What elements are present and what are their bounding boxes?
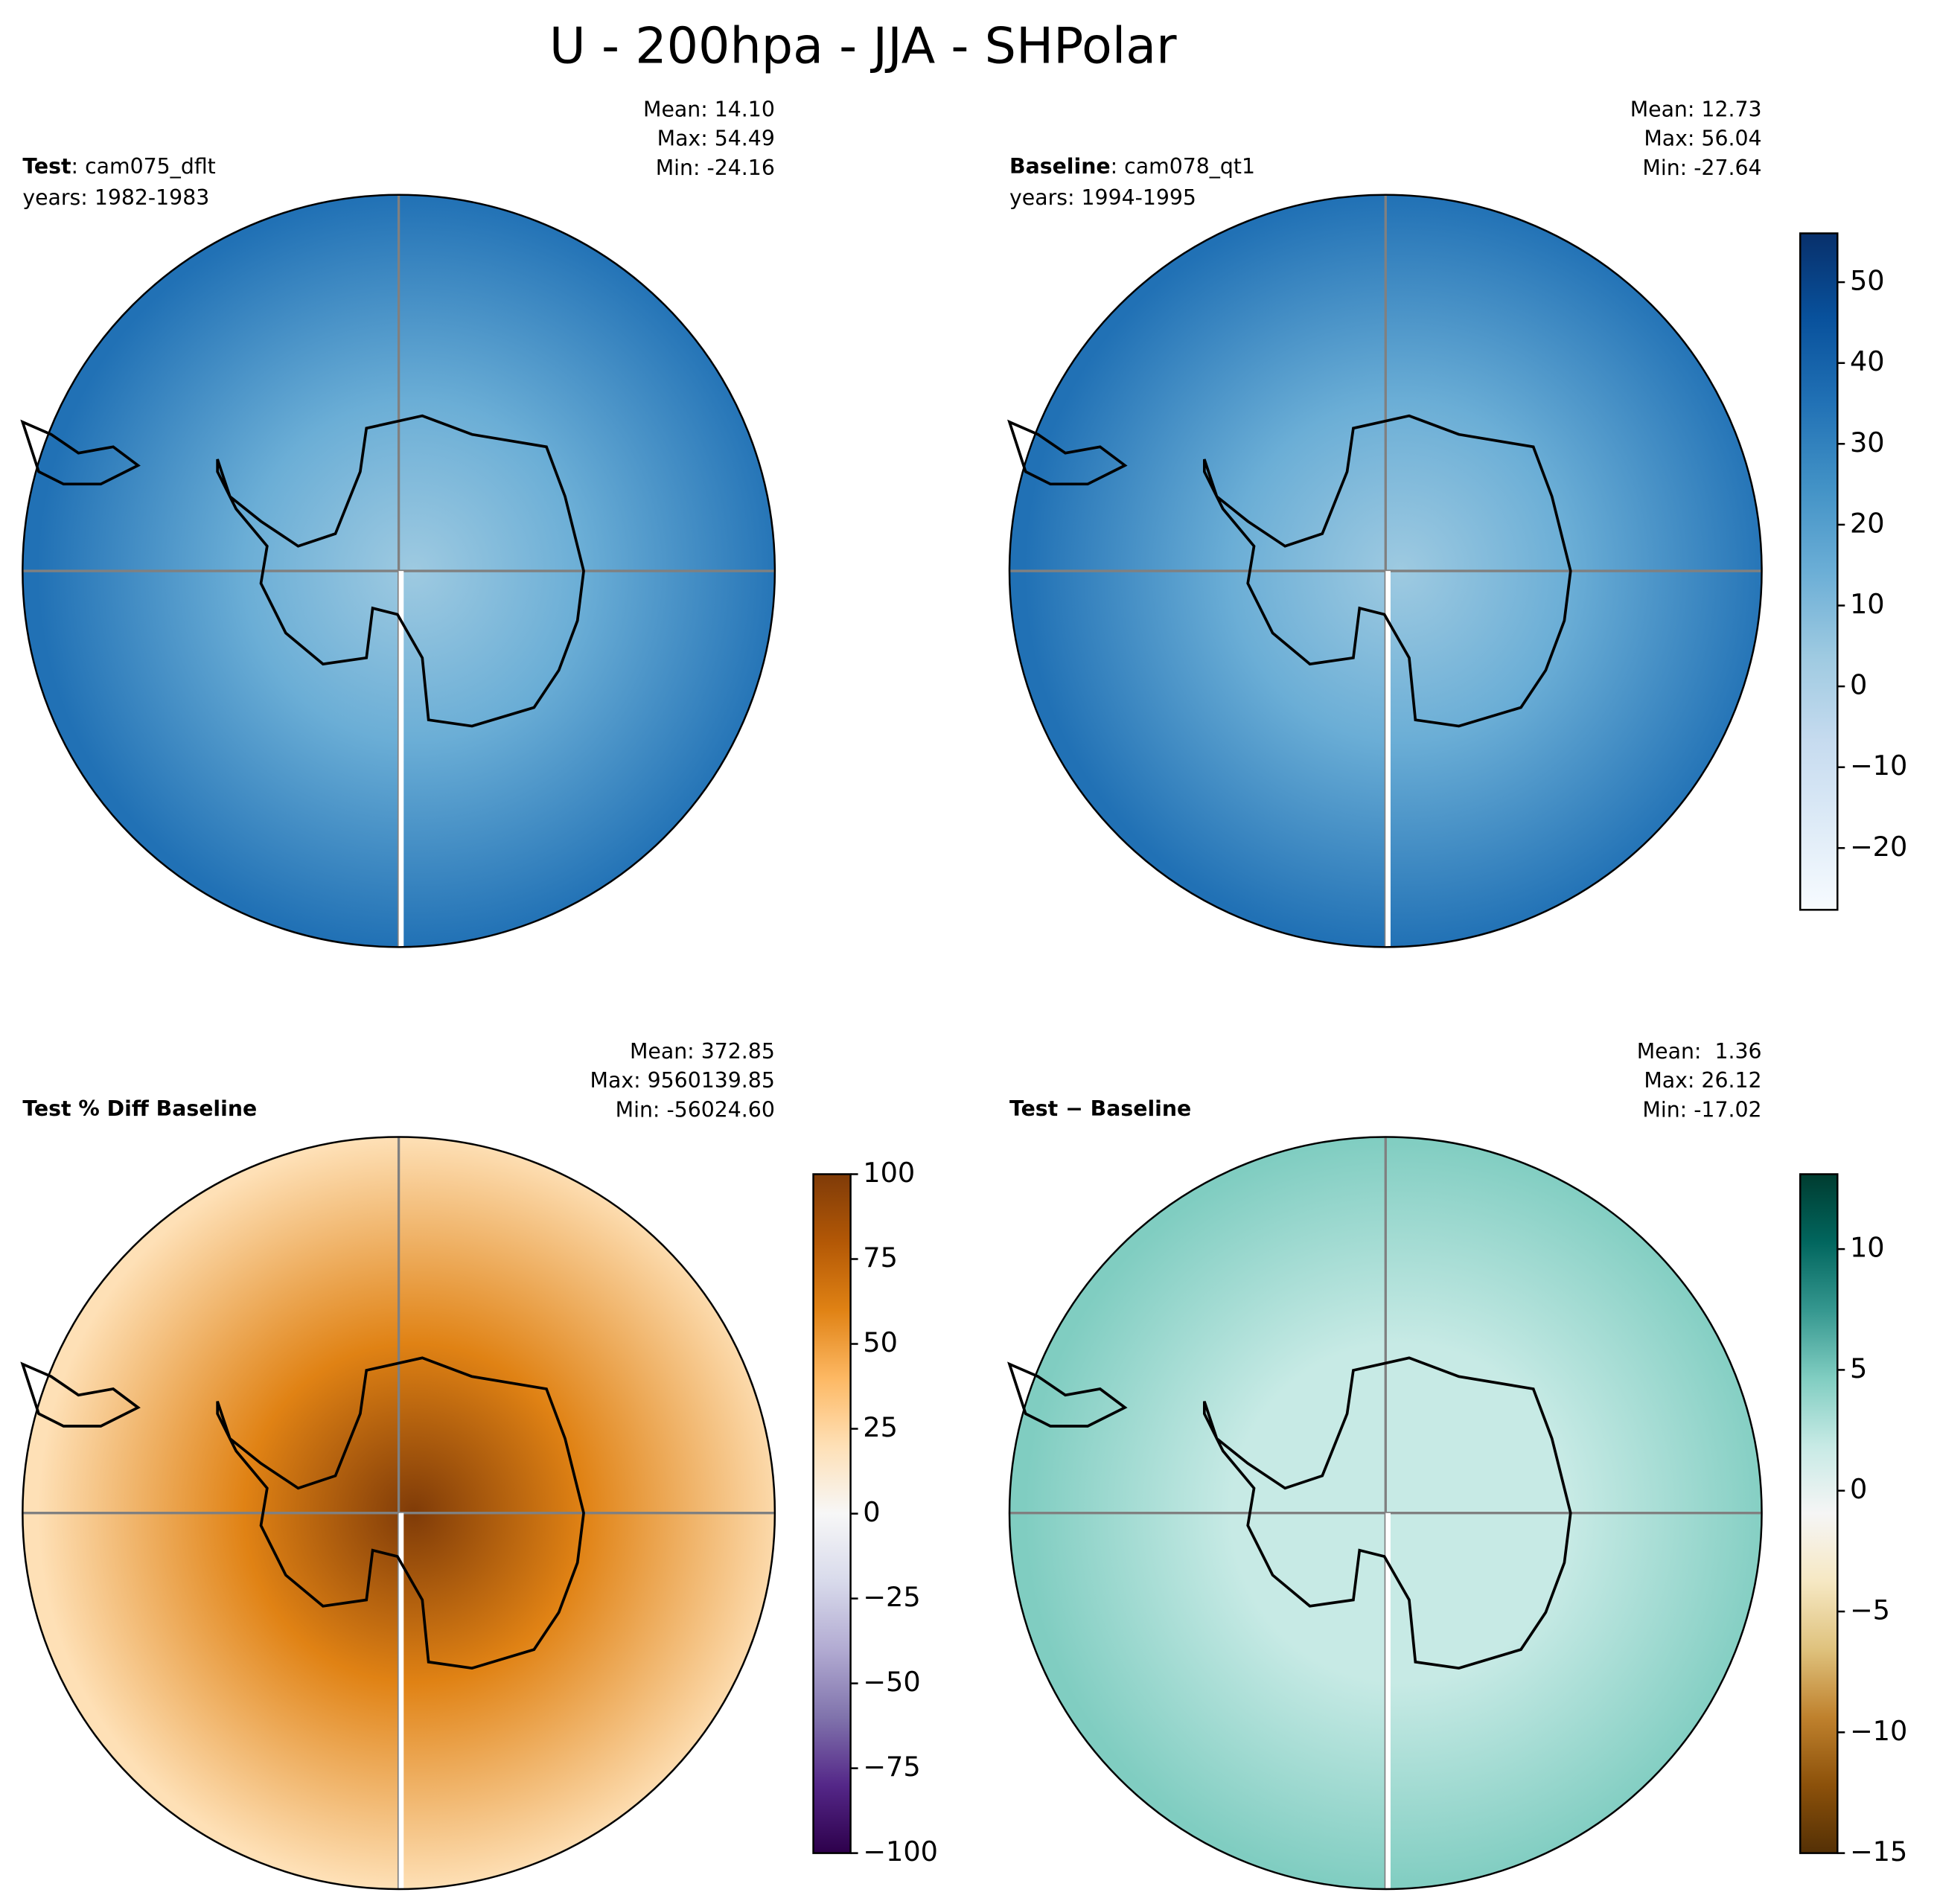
- panel-stat: Mean: 12.73: [1630, 97, 1762, 121]
- figure-title: U - 200hpa - JJA - SHPolar: [549, 17, 1177, 75]
- colorbar-tick-label: 0: [1850, 1473, 1867, 1505]
- label-text: : cam078_qt1: [1111, 154, 1255, 179]
- label-bold: Test % Diff Baseline: [22, 1096, 257, 1121]
- panel-stat: Min: -24.16: [656, 156, 775, 180]
- colorbar-tick-label: 20: [1850, 507, 1885, 539]
- colorbar-tick-label: 10: [1850, 1232, 1885, 1264]
- colorbar-tick-label: −10: [1850, 750, 1907, 782]
- panel-stat: Min: -17.02: [1642, 1097, 1761, 1122]
- label-bold: Test − Baseline: [1009, 1096, 1191, 1121]
- colorbar-tick-label: 100: [863, 1157, 915, 1189]
- colorbar-tick-label: 40: [1850, 345, 1885, 377]
- panel-years: years: 1982-1983: [22, 185, 209, 210]
- colorbar: [1799, 1173, 1839, 1854]
- colorbar-tick-label: 25: [863, 1411, 898, 1443]
- colorbar-tick-label: 50: [1850, 265, 1885, 297]
- colorbar: [812, 1173, 852, 1854]
- panel-years: years: 1994-1995: [1009, 185, 1196, 210]
- colorbar-tick-label: −25: [863, 1581, 920, 1613]
- panel-stat: Max: 26.12: [1644, 1068, 1761, 1093]
- panel-label: Test − Baseline: [1009, 1096, 1191, 1121]
- panel-label: Baseline: cam078_qt1: [1009, 154, 1255, 179]
- panels: Test: cam075_dflt years: 1982-1983 Mean: 1…: [21, 97, 1907, 1891]
- map-border: [22, 194, 776, 948]
- colorbar-tick-label: −10: [1850, 1715, 1907, 1747]
- colorbar-tick-label: 5: [1850, 1352, 1867, 1384]
- panel-stat: Max: 54.49: [657, 127, 775, 151]
- colorbar-tick-label: 75: [863, 1242, 898, 1274]
- panel-label: Test: cam075_dflt: [22, 154, 215, 179]
- colorbar-tick-label: −15: [1850, 1836, 1907, 1868]
- colorbar-tick-label: 0: [1850, 669, 1867, 701]
- map-border: [22, 1136, 776, 1891]
- panel-stat: Max: 56.04: [1644, 127, 1761, 151]
- colorbar-tick-label: 0: [863, 1496, 880, 1528]
- colorbar-tick-label: −100: [863, 1836, 938, 1868]
- panel-stat: Min: -56024.60: [616, 1097, 775, 1122]
- panel-label: Test % Diff Baseline: [22, 1096, 257, 1121]
- map-border: [1008, 194, 1763, 948]
- colorbar-tick-label: −20: [1850, 831, 1907, 863]
- label-bold: Baseline: [1009, 154, 1111, 179]
- panel-stat: Mean: 1.36: [1637, 1039, 1762, 1064]
- label-text: : cam075_dflt: [71, 154, 216, 179]
- colorbar-tick-label: −75: [863, 1751, 920, 1783]
- panel-stat: Min: -27.64: [1642, 156, 1761, 180]
- panel-stat: Mean: 372.85: [630, 1039, 775, 1064]
- colorbar: [1799, 232, 1839, 911]
- colorbar-tick-label: −5: [1850, 1594, 1890, 1626]
- colorbar-tick-label: 50: [863, 1326, 898, 1358]
- colorbar-tick-label: 30: [1850, 427, 1885, 459]
- label-bold: Test: [22, 154, 71, 179]
- colorbar-tick-label: −50: [863, 1666, 920, 1698]
- panel-stat: Mean: 14.10: [643, 97, 775, 121]
- panel-stat: Max: 9560139.85: [590, 1068, 775, 1093]
- colorbar-tick-label: 10: [1850, 588, 1885, 620]
- map-border: [1008, 1136, 1763, 1891]
